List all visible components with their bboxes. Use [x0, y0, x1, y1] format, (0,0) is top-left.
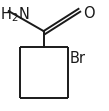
Text: O: O — [83, 6, 95, 21]
Text: H$_2$N: H$_2$N — [0, 6, 30, 24]
Text: Br: Br — [70, 51, 86, 66]
